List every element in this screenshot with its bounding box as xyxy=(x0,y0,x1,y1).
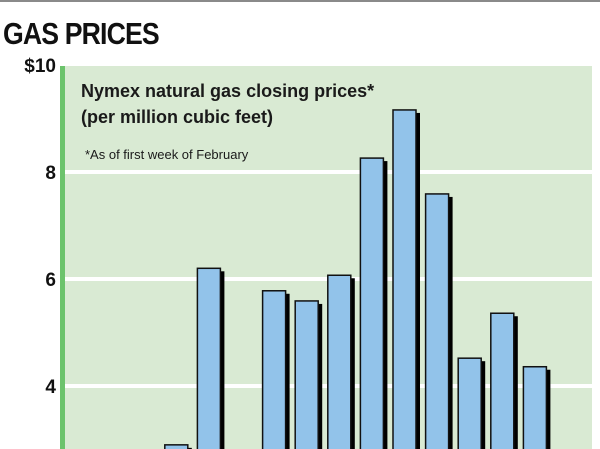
bar xyxy=(424,193,450,449)
gridline xyxy=(65,170,592,174)
bar xyxy=(164,444,189,449)
bar xyxy=(359,157,385,449)
bar xyxy=(196,267,222,449)
bar xyxy=(327,274,352,449)
bar xyxy=(261,290,287,449)
bar xyxy=(522,365,548,449)
top-border xyxy=(0,0,600,2)
y-tick-label: 6 xyxy=(45,270,56,291)
bar xyxy=(490,312,515,449)
annotation-units: (per million cubic feet) xyxy=(81,107,273,127)
bar xyxy=(392,109,417,449)
chart-title: GAS PRICES xyxy=(3,16,160,51)
y-tick-label: 4 xyxy=(45,377,56,398)
bar xyxy=(294,300,319,449)
bar xyxy=(457,357,482,449)
y-axis-line xyxy=(60,66,65,449)
y-tick-label: 8 xyxy=(45,163,56,184)
annotation-title: Nymex natural gas closing prices* xyxy=(81,81,374,101)
footnote: *As of first week of February xyxy=(85,147,249,162)
y-tick-label: $10 xyxy=(24,56,56,77)
